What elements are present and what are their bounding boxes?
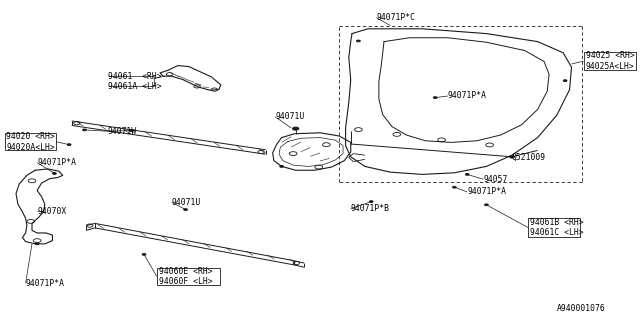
- Text: 94071P*A: 94071P*A: [37, 158, 76, 167]
- Circle shape: [129, 130, 133, 132]
- Text: A940001076: A940001076: [557, 304, 605, 313]
- Text: 94020A<LH>: 94020A<LH>: [6, 143, 55, 152]
- Text: 94020 <RH>: 94020 <RH>: [6, 132, 55, 141]
- Circle shape: [465, 173, 469, 175]
- Text: 94071P*B: 94071P*B: [351, 204, 390, 213]
- Circle shape: [67, 144, 71, 146]
- Text: 94061B <RH>: 94061B <RH>: [530, 218, 584, 227]
- Circle shape: [292, 127, 299, 130]
- Text: 94071P*A: 94071P*A: [467, 188, 506, 196]
- Circle shape: [484, 204, 488, 206]
- Text: 94071U: 94071U: [172, 198, 201, 207]
- Bar: [157, 268, 220, 285]
- Text: 94071P*A: 94071P*A: [26, 279, 65, 288]
- Text: 94070X: 94070X: [37, 207, 67, 216]
- Text: 94025A<LH>: 94025A<LH>: [586, 62, 634, 71]
- Text: 94071P*C: 94071P*C: [376, 13, 415, 22]
- Text: Q521009: Q521009: [512, 153, 546, 162]
- Circle shape: [369, 201, 373, 203]
- Circle shape: [52, 172, 56, 174]
- Circle shape: [563, 80, 567, 82]
- Text: 94061A <LH>: 94061A <LH>: [108, 82, 161, 91]
- Circle shape: [142, 253, 146, 255]
- Text: 94060F <LH>: 94060F <LH>: [159, 277, 212, 286]
- Text: 94071P*A: 94071P*A: [448, 92, 487, 100]
- Text: 94061  <RH>: 94061 <RH>: [108, 72, 161, 81]
- Circle shape: [35, 243, 39, 245]
- Circle shape: [280, 165, 284, 167]
- Bar: [5, 133, 56, 150]
- Text: 94025 <RH>: 94025 <RH>: [586, 52, 634, 60]
- Text: 94060E <RH>: 94060E <RH>: [159, 267, 212, 276]
- Circle shape: [452, 186, 456, 188]
- Bar: [584, 52, 636, 70]
- Bar: [528, 218, 580, 237]
- Text: 94071W: 94071W: [108, 127, 137, 136]
- Circle shape: [509, 156, 515, 158]
- Text: 94071U: 94071U: [275, 112, 305, 121]
- Text: 94061C <LH>: 94061C <LH>: [530, 228, 584, 237]
- Circle shape: [356, 40, 360, 42]
- Circle shape: [83, 129, 86, 131]
- Circle shape: [184, 209, 188, 211]
- Circle shape: [433, 97, 437, 99]
- Text: 94057: 94057: [483, 175, 508, 184]
